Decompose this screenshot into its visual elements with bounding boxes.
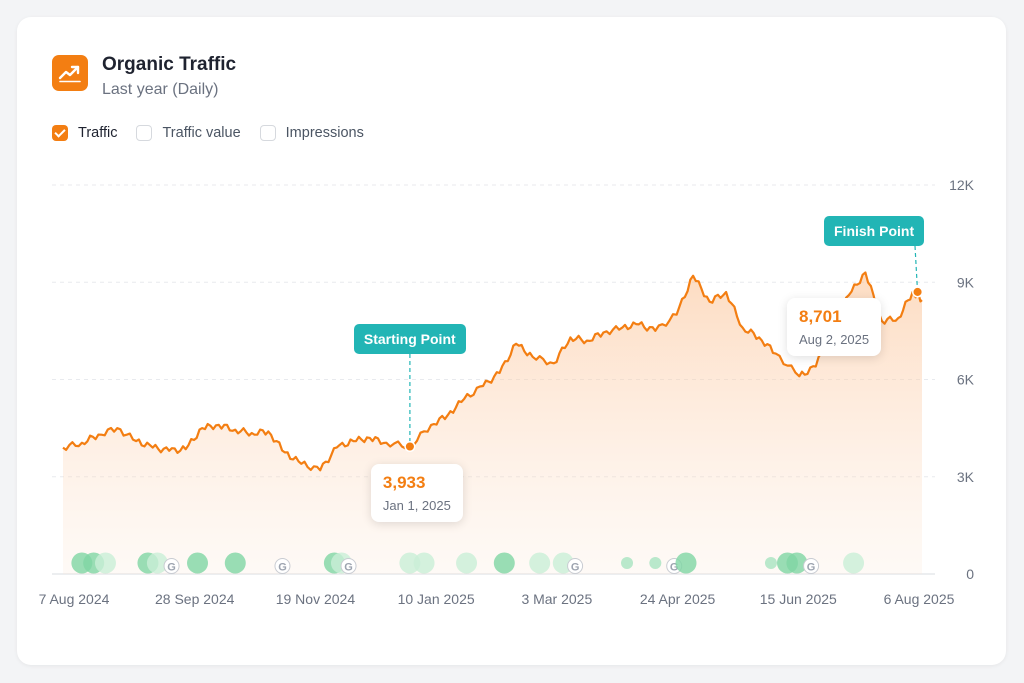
x-tick-label: 24 Apr 2025 [640,591,716,607]
x-tick-label: 7 Aug 2024 [39,591,110,607]
event-marker[interactable] [413,552,435,574]
event-marker[interactable] [456,552,478,574]
tooltip-value: 3,933 [382,472,426,492]
x-tick-label: 19 Nov 2024 [276,591,356,607]
start-point-dot [404,440,416,453]
legend-traffic[interactable]: Traffic [52,125,117,141]
legend-label: Impressions [285,125,364,141]
tooltip-date: Aug 2, 2025 [799,332,870,347]
google-update-icon[interactable]: G [803,558,820,574]
legend-impressions[interactable]: Impressions [259,125,364,141]
google-update-icon[interactable]: G [567,558,584,574]
y-tick-label: 6K [957,372,975,388]
event-marker[interactable] [621,557,634,569]
event-marker[interactable] [493,552,515,574]
event-marker[interactable] [187,552,209,574]
starting-point-callout: Starting Point [353,324,466,354]
tooltip-value: 8,701 [799,307,842,326]
y-tick-label: 0 [966,566,974,582]
finish-point-tooltip: 8,701 Aug 2, 2025 [787,298,882,356]
x-tick-label: 15 Jun 2025 [760,591,837,607]
checkbox-checked-icon[interactable] [52,125,68,141]
legend-label: Traffic value [162,125,241,141]
svg-text:G: G [167,562,176,574]
x-tick-label: 6 Aug 2025 [884,591,955,607]
event-marker[interactable] [529,552,551,574]
event-marker[interactable] [786,552,808,574]
x-tick-label: 28 Sep 2024 [155,591,235,607]
traffic-area [63,272,922,574]
svg-text:G: G [344,562,353,574]
finish-point-callout: Finish Point [824,216,925,246]
event-marker[interactable] [94,552,116,574]
legend: Traffic Traffic value Impressions [52,125,383,141]
finish-connector [914,245,919,292]
finish-point-dot [912,286,924,298]
chart-title: Organic Traffic [102,54,237,75]
tooltip-date: Jan 1, 2025 [382,497,451,513]
event-marker[interactable] [146,552,168,574]
traffic-line [62,271,923,472]
event-marker[interactable] [224,552,246,574]
google-update-icon[interactable]: G [274,558,291,574]
x-tick-label: 10 Jan 2025 [398,591,475,607]
y-tick-label: 12K [949,177,975,193]
svg-text:G: G [670,562,679,574]
google-update-icon[interactable]: G [163,558,180,574]
checkbox-unchecked-icon[interactable] [136,125,153,141]
checkbox-unchecked-icon[interactable] [259,125,276,141]
svg-text:G: G [278,562,287,574]
event-marker[interactable] [764,557,777,569]
event-marker[interactable] [675,552,697,574]
event-marker[interactable] [649,557,662,569]
starting-point-tooltip: 3,933 Jan 1, 2025 [370,463,463,522]
legend-label: Traffic [78,125,118,141]
chart-subtitle: Last year (Daily) [102,81,219,98]
trending-up-icon [52,55,88,91]
y-tick-label: 3K [957,469,975,485]
x-tick-label: 3 Mar 2025 [521,591,592,607]
event-marker[interactable] [843,552,865,574]
y-tick-label: 9K [957,274,975,290]
svg-text:G: G [807,562,816,574]
svg-text:G: G [571,562,580,574]
legend-traffic-value[interactable]: Traffic value [136,125,241,141]
google-update-icon[interactable]: G [340,558,357,574]
